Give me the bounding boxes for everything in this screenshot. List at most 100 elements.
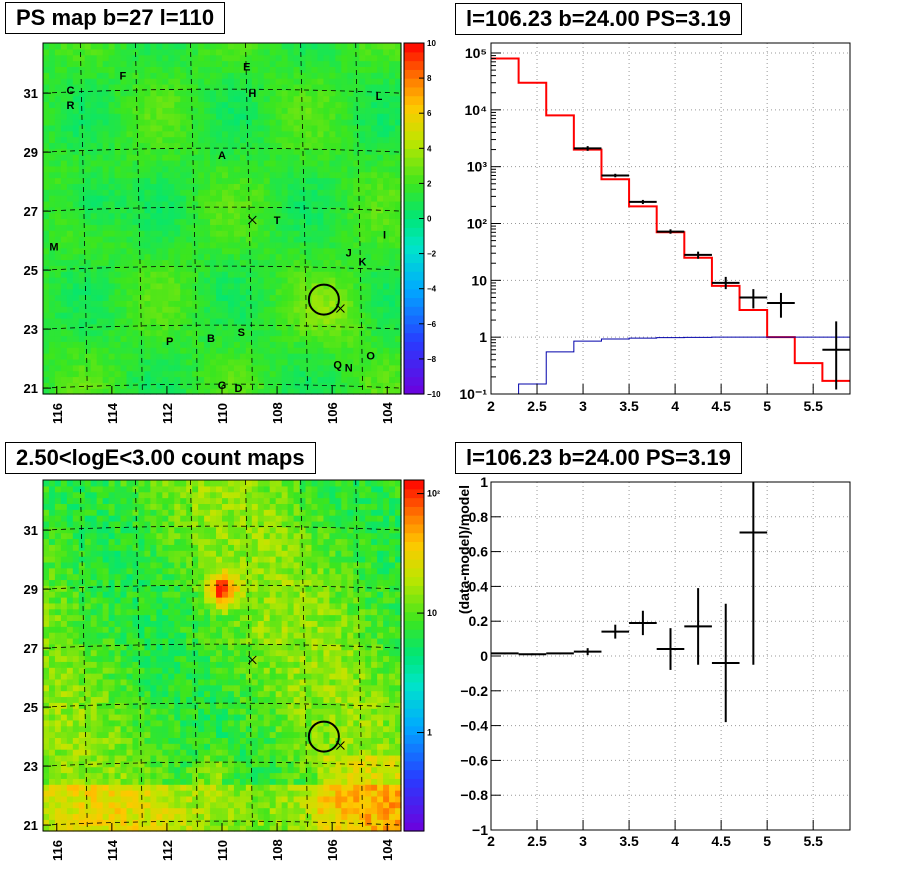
- map-cell: [48, 754, 56, 762]
- map-cell: [114, 526, 122, 534]
- map-cell: [114, 376, 122, 383]
- map-cell: [198, 253, 205, 261]
- map-cell: [275, 101, 283, 108]
- map-cell: [84, 532, 92, 540]
- map-cell: [245, 189, 253, 196]
- map-cell: [138, 567, 146, 575]
- map-cell: [102, 743, 110, 750]
- map-cell: [84, 388, 92, 395]
- map-cell: [287, 130, 295, 138]
- map-cell: [239, 364, 247, 372]
- map-cell: [222, 165, 229, 173]
- map-cell: [395, 253, 402, 261]
- map-cell: [383, 236, 390, 243]
- map-cell: [359, 247, 366, 255]
- map-cell: [54, 165, 62, 173]
- map-cell: [377, 300, 384, 307]
- map-cell: [132, 678, 140, 686]
- map-cell: [126, 288, 134, 296]
- map-cell: [293, 347, 301, 354]
- map-cell: [275, 48, 283, 56]
- map-cell: [222, 382, 229, 389]
- map-cell: [204, 136, 211, 144]
- map-cell: [150, 224, 157, 231]
- map-cell: [305, 60, 313, 67]
- map-cell: [126, 760, 134, 768]
- map-cell: [371, 358, 378, 366]
- map-cell: [227, 195, 235, 202]
- map-cell: [114, 119, 122, 126]
- map-cell: [210, 300, 217, 307]
- map-cell: [371, 306, 378, 313]
- map-cell: [245, 130, 253, 138]
- map-cell: [245, 241, 253, 249]
- map-cell: [287, 294, 295, 301]
- map-cell: [114, 136, 122, 144]
- map-cell: [239, 265, 247, 272]
- grid-line-longitude: [355, 42, 364, 395]
- map-cell: [227, 347, 235, 354]
- map-cell: [43, 801, 50, 809]
- map-cell: [114, 247, 122, 255]
- map-cell: [239, 236, 247, 243]
- map-cell: [377, 329, 384, 337]
- map-cell: [347, 177, 354, 184]
- map-cell: [347, 230, 354, 237]
- map-cell: [48, 503, 56, 510]
- colorbar-cell: [404, 350, 424, 360]
- map-cell: [138, 754, 146, 762]
- map-cell: [144, 183, 151, 190]
- map-cell: [162, 107, 169, 114]
- map-cell: [78, 200, 86, 208]
- map-cell: [60, 561, 68, 569]
- map-cell: [78, 573, 86, 581]
- map-cell: [132, 509, 140, 516]
- map-cell: [371, 277, 378, 284]
- map-cell: [251, 83, 259, 91]
- map-cell: [150, 538, 157, 545]
- map-cell: [138, 649, 146, 657]
- map-cell: [192, 177, 199, 184]
- map-cell: [84, 253, 92, 261]
- map-cell: [90, 300, 98, 307]
- map-cell: [138, 637, 146, 645]
- map-cell: [287, 60, 295, 67]
- map-cell: [60, 602, 68, 610]
- map-cell: [317, 43, 325, 50]
- map-cell: [305, 224, 313, 231]
- map-cell: [54, 183, 62, 190]
- map-cell: [305, 347, 313, 354]
- map-cell: [389, 259, 396, 266]
- map-cell: [180, 119, 187, 126]
- map-cell: [216, 224, 223, 231]
- map-cell: [341, 312, 348, 319]
- map-cell: [311, 142, 319, 149]
- map-cell: [60, 60, 68, 67]
- map-cell: [233, 195, 241, 202]
- map-cell: [281, 206, 289, 214]
- map-cell: [233, 200, 241, 208]
- map-cell: [162, 177, 169, 184]
- map-cell: [395, 364, 402, 372]
- map-cell: [54, 253, 62, 261]
- map-cell: [192, 48, 199, 56]
- map-cell: [43, 632, 50, 639]
- map-cell: [108, 649, 116, 657]
- map-cell: [43, 708, 50, 715]
- map-cell: [174, 353, 181, 360]
- map-cell: [186, 206, 193, 214]
- map-cell: [96, 673, 104, 680]
- map-cell: [108, 241, 116, 249]
- map-cell: [186, 364, 193, 372]
- map-cell: [84, 183, 92, 190]
- map-cell: [54, 271, 62, 278]
- map-cell: [48, 485, 56, 493]
- map-cell: [108, 696, 116, 703]
- map-cell: [108, 165, 116, 173]
- map-cell: [138, 60, 146, 67]
- map-cell: [329, 154, 336, 161]
- map-cell: [48, 515, 56, 522]
- map-cell: [102, 230, 110, 237]
- map-cell: [84, 708, 92, 715]
- map-cell: [222, 83, 229, 91]
